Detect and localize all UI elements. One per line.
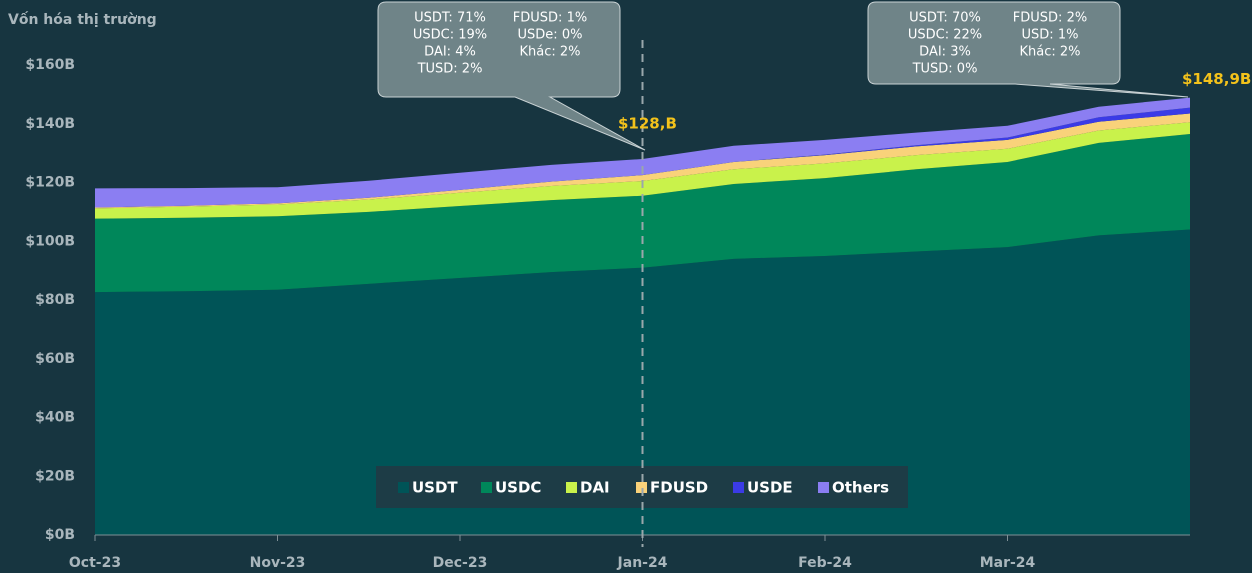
y-tick-label: $120B [25,175,75,191]
tooltip-text: USDT: 71% [414,11,486,26]
legend-swatch [481,482,492,493]
y-tick-label: $100B [25,233,75,249]
tooltip-box [377,1,646,151]
legend-label: USDC [495,479,541,497]
annotation-label: $148,9B [1182,70,1251,88]
tooltip-text: USDC: 22% [908,28,982,43]
tooltip-text: USDT: 70% [909,11,981,26]
tooltip-box [867,1,1189,98]
tooltip-text: DAI: 4% [424,45,476,60]
x-tick-label: Jan-24 [617,555,668,571]
y-tick-label: $80B [35,292,75,308]
y-tick-label: $140B [25,116,75,132]
legend-label: USDT [412,479,458,497]
tooltip-text: TUSD: 0% [912,62,978,77]
area-others [95,97,1190,208]
tooltip-text: DAI: 3% [919,45,971,60]
y-tick-label: $160B [25,57,75,73]
tooltip-text: Khác: 2% [519,45,580,60]
tooltip-text: USDe: 0% [518,28,583,43]
legend-label: Others [832,479,889,497]
y-axis-label: Vốn hóa thị trường [8,11,157,28]
area-dai [95,122,1190,219]
tooltip-text: USDC: 19% [413,28,487,43]
y-tick-label: $20B [35,468,75,484]
y-tick-label: $40B [35,410,75,426]
legend-label: USDE [747,479,793,497]
x-tick-label: Oct-23 [69,555,121,571]
legend-swatch [733,482,744,493]
tooltip-text: FDUSD: 1% [513,11,587,26]
tooltip-text: FDUSD: 2% [1013,11,1087,26]
legend-label: DAI [580,479,610,497]
legend-swatch [566,482,577,493]
tooltip-text: TUSD: 2% [417,62,483,77]
x-tick-label: Feb-24 [798,555,852,571]
legend-label: FDUSD [650,479,708,497]
legend-swatch [818,482,829,493]
tooltip-text: Khác: 2% [1019,45,1080,60]
x-tick-label: Dec-23 [433,555,488,571]
legend: USDT USDC DAI FDUSD USDE Others [376,466,908,508]
annotation-label: $128,B [618,115,677,133]
tooltip-text: USD: 1% [1022,28,1079,43]
x-tick-label: Mar-24 [980,555,1036,571]
y-tick-label: $0B [45,527,75,543]
y-tick-label: $60B [35,351,75,367]
x-tick-label: Nov-23 [250,555,306,571]
legend-swatch [636,482,647,493]
legend-swatch [398,482,409,493]
